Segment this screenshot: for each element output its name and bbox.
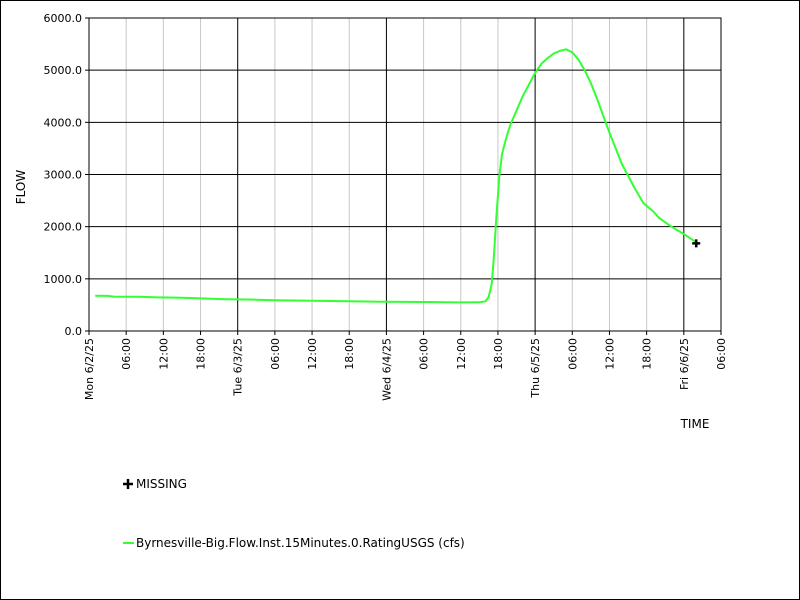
y-tick-labels: 0.0 1000.0 2000.0 3000.0 4000.0 5000.0 6000.0 <box>44 12 83 338</box>
legend-missing: MISSING <box>122 477 187 491</box>
plot-border <box>88 17 722 332</box>
y-tick-label: 4000.0 <box>44 116 83 129</box>
legend-flow-series: Byrnesville-Big.Flow.Inst.15Minutes.0.Ra… <box>122 536 465 550</box>
grid <box>88 17 722 332</box>
x-tick-label: 06:00 <box>418 338 431 370</box>
x-axis-title: TIME <box>680 417 710 431</box>
legend-line-swatch <box>123 542 134 544</box>
x-tick-label: 06:00 <box>269 338 282 370</box>
legend-flow-series-label: Byrnesville-Big.Flow.Inst.15Minutes.0.Ra… <box>136 536 465 550</box>
x-tick-label: Fri 6/6/25 <box>678 338 691 390</box>
legend-missing-label: MISSING <box>136 477 187 491</box>
y-tick-label: 6000.0 <box>44 12 83 25</box>
x-tick-label: Mon 6/2/25 <box>83 338 96 400</box>
x-tick-label: Thu 6/5/25 <box>529 338 542 399</box>
x-tick-label: 12:00 <box>306 338 319 370</box>
x-tick-label: Wed 6/4/25 <box>380 338 393 401</box>
x-tick-label: 06:00 <box>715 338 728 370</box>
x-tick-label: 18:00 <box>492 338 505 370</box>
flow-series-line <box>95 48 697 304</box>
x-tick-label: 18:00 <box>343 338 356 370</box>
axes <box>85 17 722 335</box>
missing-marker <box>692 239 701 248</box>
y-tick-label: 2000.0 <box>44 221 83 234</box>
x-tick-label: 18:00 <box>641 338 654 370</box>
y-tick-label: 3000.0 <box>44 169 83 182</box>
series <box>95 48 701 304</box>
plus-icon <box>123 479 133 489</box>
y-axis-title: FLOW <box>14 170 28 205</box>
x-tick-label: 12:00 <box>603 338 616 370</box>
x-tick-label: Tue 6/3/25 <box>232 338 245 397</box>
y-tick-label: 5000.0 <box>44 64 83 77</box>
x-tick-label: 18:00 <box>195 338 208 370</box>
y-tick-label: 1000.0 <box>44 273 83 286</box>
x-tick-label: 12:00 <box>455 338 468 370</box>
x-tick-labels: Mon 6/2/25 06:00 12:00 18:00 Tue 6/3/25 06:00… <box>83 338 728 401</box>
x-tick-label: 06:00 <box>120 338 133 370</box>
x-tick-label: 06:00 <box>566 338 579 370</box>
y-tick-label: 0.0 <box>65 325 83 338</box>
x-tick-label: 12:00 <box>157 338 170 370</box>
